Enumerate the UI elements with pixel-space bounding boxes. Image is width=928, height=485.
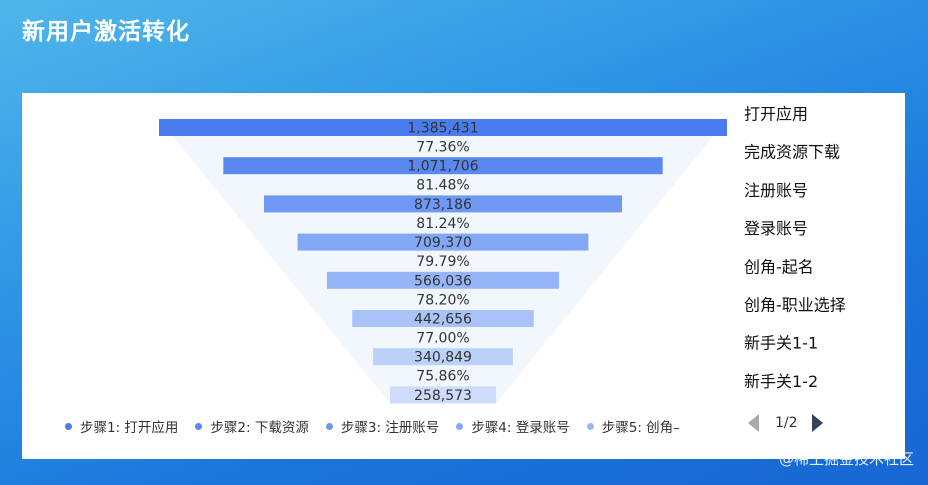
- funnel-bar[interactable]: [352, 310, 534, 327]
- conversion-rate-label: 79.79%: [416, 254, 469, 270]
- legend-item[interactable]: 步骤3: 注册账号: [325, 416, 440, 436]
- step-name-label: 注册账号: [744, 181, 808, 200]
- conversion-rate-label: 81.48%: [416, 178, 469, 194]
- funnel-background: [159, 119, 727, 404]
- chart-title: 新用户激活转化: [22, 19, 190, 45]
- bar-value-label: 566,036: [414, 273, 472, 289]
- funnel-bar[interactable]: [389, 386, 497, 404]
- funnel-bar[interactable]: [159, 119, 727, 136]
- step-name-label: 创角-起名: [744, 257, 814, 276]
- step-name-label: 新手关1-2: [744, 372, 818, 391]
- funnel-bar[interactable]: [297, 233, 589, 251]
- legend-label: 步骤2: 下载资源: [210, 420, 309, 436]
- legend-dot-icon: [586, 422, 594, 430]
- bar-value-label: 442,656: [414, 312, 472, 328]
- funnel-bar[interactable]: [326, 271, 560, 289]
- step-name-label: 打开应用: [744, 105, 808, 124]
- bar-value-label: 258,573: [414, 388, 472, 404]
- conversion-rate-label: 77.00%: [416, 331, 469, 347]
- step-name-label: 创角-职业选择: [744, 296, 846, 315]
- funnel-bar[interactable]: [264, 195, 622, 213]
- legend-item[interactable]: 步骤5: 创角–: [586, 416, 680, 436]
- step-name-label: 登录账号: [744, 219, 808, 238]
- bar-value-label: 340,849: [414, 350, 472, 366]
- bar-value-label: 1,071,706: [407, 159, 478, 175]
- legend-item[interactable]: 步骤4: 登录账号: [456, 416, 570, 436]
- legend-dot-icon: [195, 422, 203, 430]
- legend-pager: 1/2: [748, 414, 823, 432]
- bar-value-label: 1,385,431: [407, 121, 478, 137]
- bar-value-label: 709,370: [414, 235, 472, 251]
- chart-panel: 1,385,431 打开应用 77.36% 1,071,706 完成资源下载 81.48%…: [22, 93, 905, 459]
- funnel-bar[interactable]: [373, 348, 513, 366]
- funnel-chart: 1,385,431 打开应用 77.36% 1,071,706 完成资源下载 81.48%…: [159, 105, 846, 404]
- watermark-text: @稀土掘金技术社区: [778, 450, 914, 468]
- legend-dot-icon: [456, 422, 464, 430]
- conversion-rate-label: 78.20%: [416, 292, 469, 308]
- legend-item[interactable]: 步骤2: 下载资源: [195, 416, 309, 436]
- legend-label: 步骤3: 注册账号: [340, 420, 440, 436]
- conversion-rate-label: 81.24%: [416, 216, 469, 232]
- conversion-rate-label: 77.36%: [416, 140, 469, 156]
- legend-page-indicator: 1/2: [775, 415, 798, 431]
- legend-label: 步骤5: 创角–: [601, 420, 680, 436]
- legend-item[interactable]: 步骤1: 打开应用: [65, 416, 178, 436]
- legend: 步骤1: 打开应用 步骤2: 下载资源 步骤3: 注册账号 步骤4: 登录账号 步骤5:…: [65, 415, 697, 437]
- step-name-label: 完成资源下载: [744, 143, 840, 162]
- step-name-label: 新手关1-1: [744, 334, 818, 353]
- funnel-bar[interactable]: [223, 157, 663, 175]
- legend-label: 步骤1: 打开应用: [80, 420, 179, 436]
- legend-dot-icon: [325, 422, 333, 430]
- next-page-icon[interactable]: [811, 414, 823, 432]
- legend-dot-icon: [65, 422, 72, 430]
- bar-value-label: 873,186: [414, 197, 472, 213]
- prev-page-icon[interactable]: [748, 414, 759, 432]
- legend-label: 步骤4: 登录账号: [471, 420, 570, 436]
- conversion-rate-label: 75.86%: [416, 369, 469, 385]
